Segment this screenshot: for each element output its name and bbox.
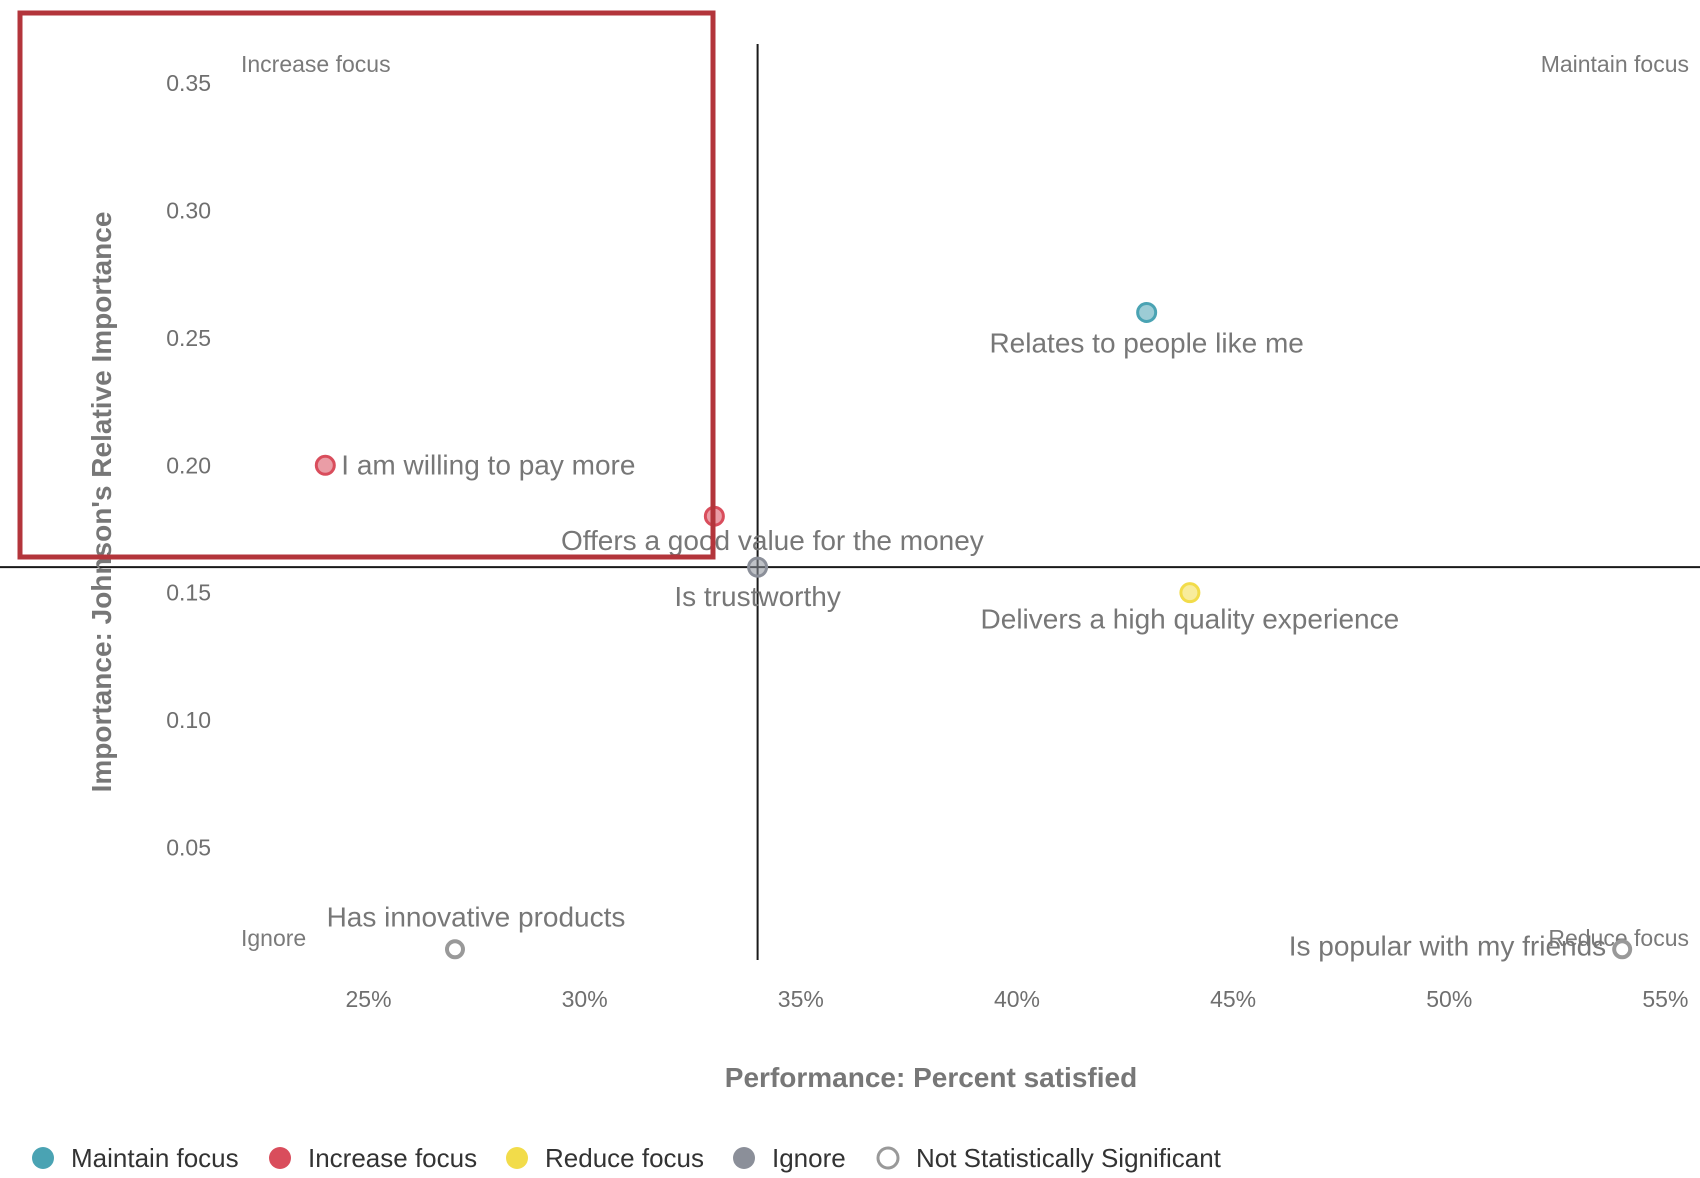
- y-tick-label: 0.10: [166, 707, 211, 733]
- y-tick-label: 0.05: [166, 834, 211, 860]
- y-tick-label: 0.15: [166, 580, 211, 606]
- point-label: Relates to people like me: [989, 327, 1303, 358]
- x-tick-label: 35%: [778, 986, 824, 1012]
- x-axis-title: Performance: Percent satisfied: [725, 1062, 1137, 1093]
- legend-label: Reduce focus: [545, 1143, 704, 1173]
- x-tick-label: 55%: [1642, 986, 1688, 1012]
- quadrant-label-increase: Increase focus: [241, 51, 391, 77]
- x-tick-label: 50%: [1426, 986, 1472, 1012]
- quadrant-label-ignore: Ignore: [241, 925, 306, 951]
- highlight-box: [17, 10, 716, 560]
- legend-marker: [269, 1147, 291, 1169]
- point-label: Delivers a high quality experience: [981, 604, 1400, 635]
- legend-marker: [506, 1147, 528, 1169]
- x-tick-label: 45%: [1210, 986, 1256, 1012]
- legend-marker: [876, 1146, 900, 1170]
- legend-label: Not Statistically Significant: [916, 1143, 1222, 1173]
- legend: Maintain focus Increase focus Reduce focus…: [32, 1143, 1222, 1173]
- data-points: I am willing to pay more Offers a good va…: [314, 301, 1633, 961]
- data-point: [1612, 939, 1633, 960]
- data-point: [747, 556, 769, 578]
- x-tick-label: 40%: [994, 986, 1040, 1012]
- y-tick-label: 0.30: [166, 198, 211, 224]
- point-label: Offers a good value for the money: [561, 525, 984, 556]
- quadrant-label-maintain: Maintain focus: [1541, 51, 1689, 77]
- point-label: Has innovative products: [327, 901, 626, 932]
- legend-label: Ignore: [772, 1143, 846, 1173]
- legend-marker: [32, 1147, 54, 1169]
- point-label: Is popular with my friends: [1289, 930, 1606, 961]
- x-tick-label: 30%: [562, 986, 608, 1012]
- point-label: Is trustworthy: [674, 581, 840, 612]
- y-axis-title: Importance: Johnson's Relative Importanc…: [86, 212, 117, 793]
- legend-label: Increase focus: [308, 1143, 477, 1173]
- point-label: I am willing to pay more: [341, 449, 635, 480]
- legend-marker: [733, 1147, 755, 1169]
- quadrant-crosshair: [0, 44, 1700, 960]
- data-point: [444, 939, 465, 960]
- x-tick-label: 25%: [346, 986, 392, 1012]
- x-axis-ticks: 25% 30% 35% 40% 45% 50% 55%: [346, 986, 1689, 1012]
- data-point: [314, 454, 336, 476]
- y-tick-label: 0.25: [166, 325, 211, 351]
- y-axis-ticks: 0.05 0.10 0.15 0.20 0.25 0.30 0.35: [166, 70, 211, 860]
- legend-label: Maintain focus: [71, 1143, 239, 1173]
- data-point: [1179, 582, 1201, 604]
- y-tick-label: 0.35: [166, 70, 211, 96]
- data-point: [1136, 301, 1158, 323]
- y-tick-label: 0.20: [166, 452, 211, 478]
